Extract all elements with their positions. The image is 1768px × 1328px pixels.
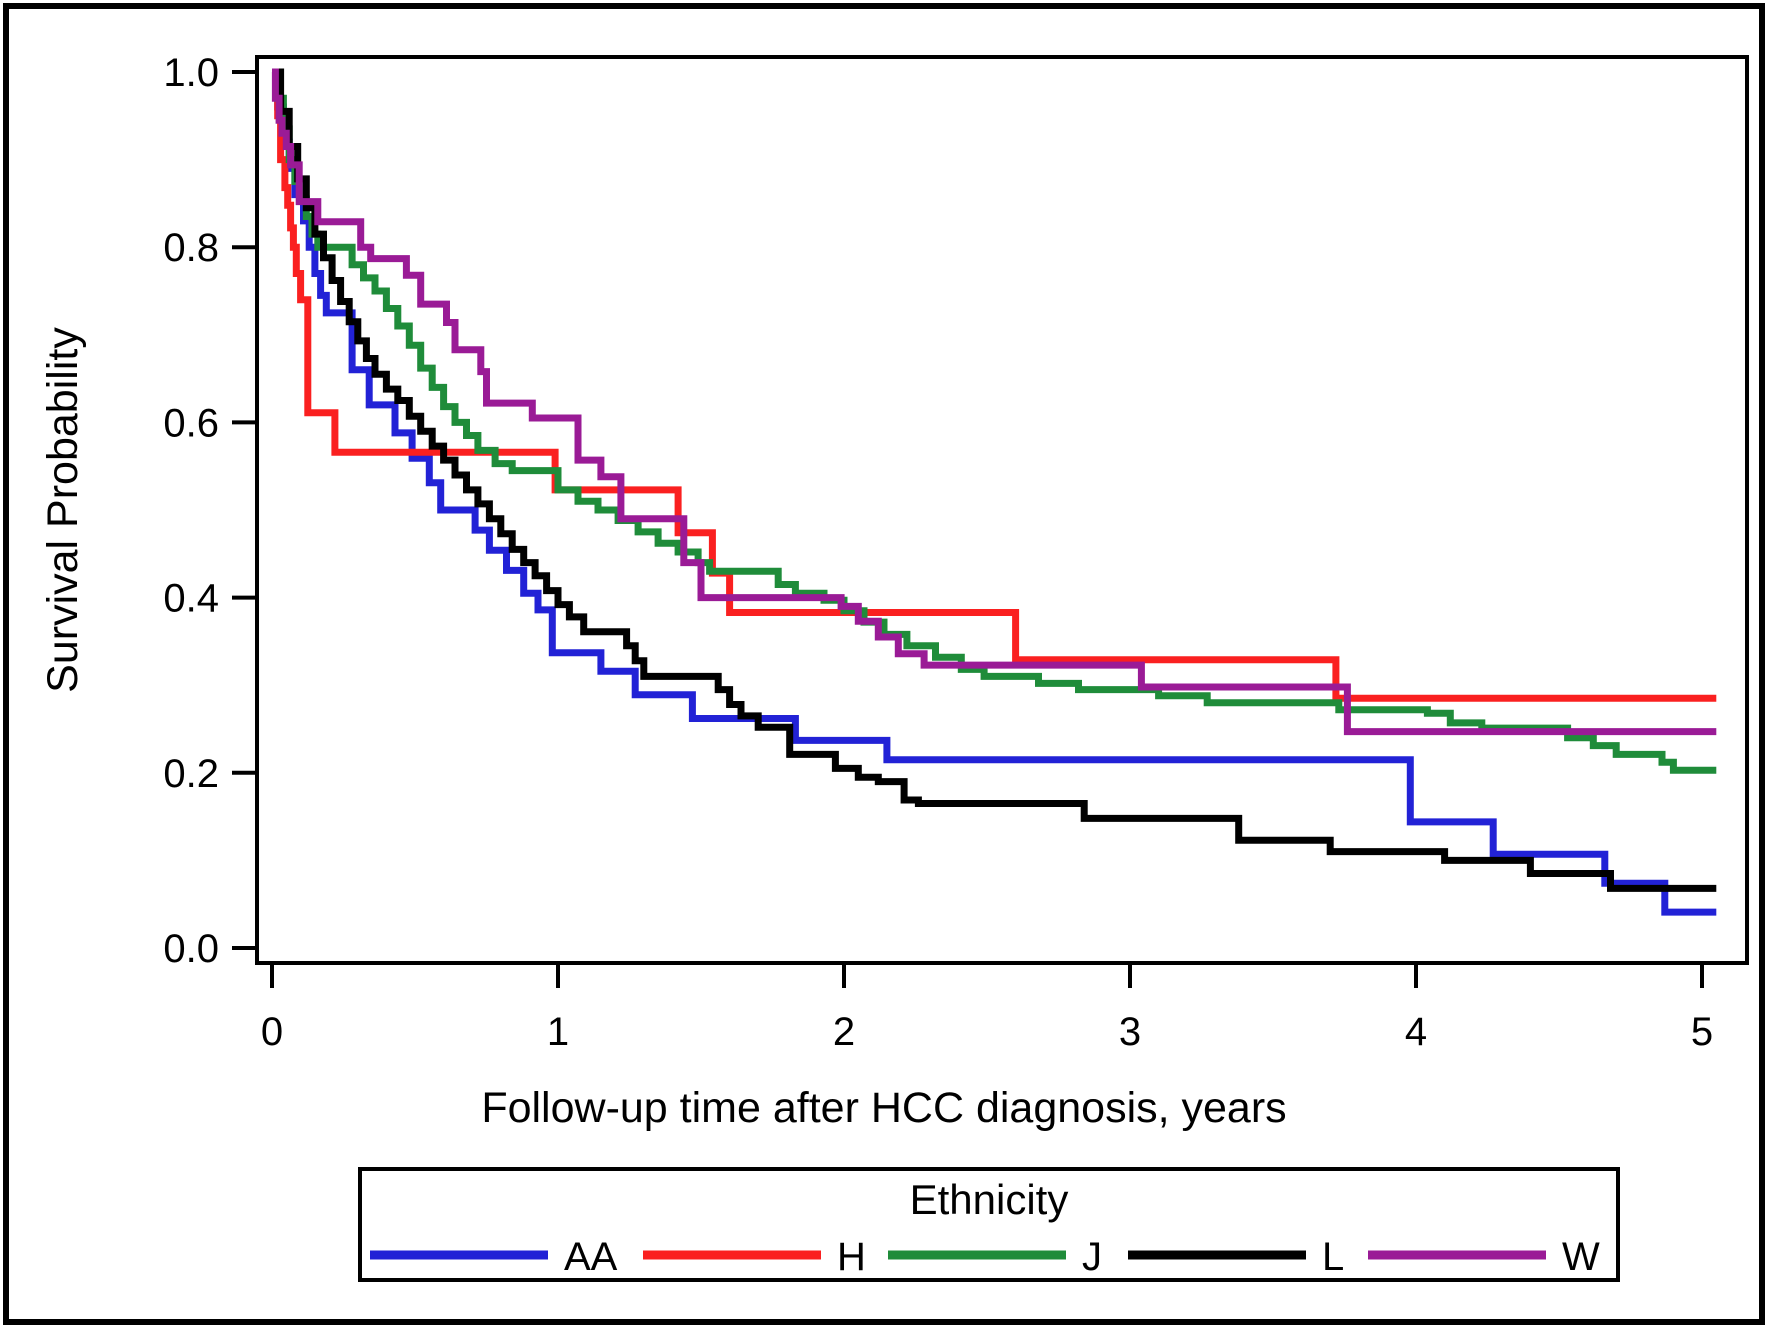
curve-J	[272, 68, 1717, 774]
y-tick-label: 0.8	[163, 226, 219, 270]
legend-label-L: L	[1322, 1235, 1344, 1279]
y-tick-label: 1.0	[163, 51, 219, 95]
y-axis-label: Survival Probability	[39, 327, 87, 693]
legend-title: Ethnicity	[910, 1176, 1069, 1223]
legend-label-J: J	[1082, 1235, 1102, 1279]
figure-border	[3, 3, 1765, 1325]
curve-AA	[272, 68, 1717, 916]
plot-area-frame	[255, 55, 1749, 965]
y-tick-label: 0.4	[163, 577, 219, 621]
curve-L	[272, 68, 1717, 892]
x-tick-label: 3	[1119, 1010, 1141, 1054]
x-axis-label: Follow-up time after HCC diagnosis, year…	[481, 1084, 1286, 1132]
legend-label-H: H	[837, 1235, 866, 1279]
x-tick-label: 1	[547, 1010, 569, 1054]
legend-label-W: W	[1562, 1235, 1600, 1279]
curve-W	[271, 68, 1717, 736]
y-tick-label: 0.2	[163, 752, 219, 796]
curve-H	[272, 68, 1717, 702]
x-tick-label: 4	[1405, 1010, 1427, 1054]
axis-ticks: 0.0 0.2 0.4 0.6 0.8 1.0 0 1 2 3 4 5	[163, 51, 1713, 1054]
x-tick-label: 2	[833, 1010, 855, 1054]
x-tick-label: 5	[1691, 1010, 1713, 1054]
legend-box: AA H J L W	[358, 1167, 1620, 1282]
y-tick-label: 0.6	[163, 401, 219, 445]
legend-label-AA: AA	[564, 1235, 618, 1279]
y-tick-label: 0.0	[163, 927, 219, 971]
survival-curves	[271, 68, 1717, 916]
x-tick-label: 0	[261, 1010, 283, 1054]
plot-frame	[255, 55, 1749, 965]
legend-border	[358, 1167, 1620, 1282]
